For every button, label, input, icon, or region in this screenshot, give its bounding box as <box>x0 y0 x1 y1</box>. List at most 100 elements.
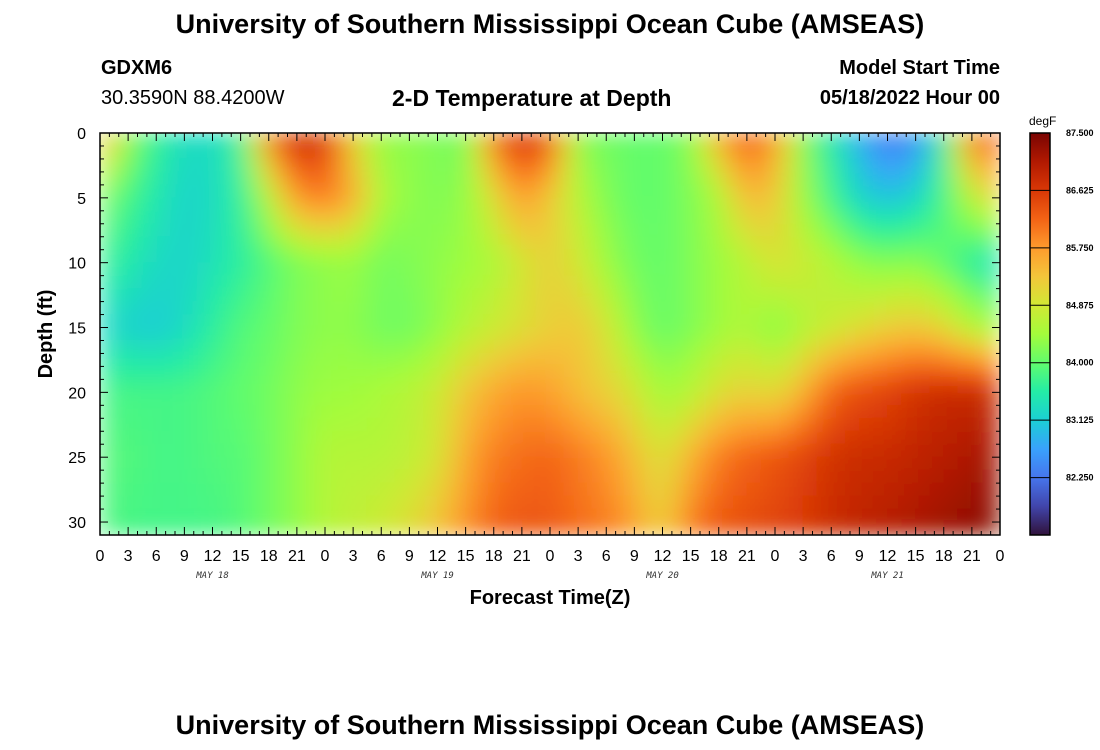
heatmap-cell <box>380 158 396 173</box>
heatmap-cell <box>676 404 692 419</box>
heatmap-cell <box>830 236 846 251</box>
heatmap-cell <box>732 508 748 523</box>
heatmap-cell <box>690 339 706 354</box>
heatmap-cell <box>240 184 256 199</box>
heatmap-cell <box>943 184 959 199</box>
heatmap-cell <box>802 223 818 238</box>
heatmap-cell <box>802 443 818 458</box>
heatmap-cell <box>169 339 185 354</box>
heatmap-cell <box>296 236 312 251</box>
heatmap-cell <box>451 443 467 458</box>
heatmap-cell <box>802 314 818 329</box>
heatmap-cell <box>324 443 340 458</box>
heatmap-cell <box>282 378 298 393</box>
heatmap-cell <box>141 482 157 497</box>
heatmap-cell <box>465 223 481 238</box>
heatmap-cell <box>310 352 326 367</box>
heatmap-cell <box>760 508 776 523</box>
heatmap-cell <box>212 249 228 264</box>
heatmap-cell <box>704 430 720 445</box>
heatmap-cell <box>971 327 987 341</box>
heatmap-cell <box>887 443 903 458</box>
heatmap-cell <box>760 133 776 147</box>
heatmap-cell <box>254 145 270 160</box>
heatmap-cell <box>872 495 888 510</box>
heatmap-cell <box>718 456 734 471</box>
heatmap-cell <box>183 197 199 212</box>
heatmap-cell <box>549 495 565 510</box>
heatmap-cell <box>212 404 228 419</box>
heatmap-cell <box>802 456 818 471</box>
heatmap-cell <box>690 352 706 367</box>
heatmap-cell <box>563 378 579 393</box>
heatmap-cell <box>338 145 354 160</box>
heatmap-cell <box>901 236 917 251</box>
heatmap-cell <box>310 184 326 199</box>
heatmap-cell <box>338 430 354 445</box>
heatmap-cell <box>830 210 846 225</box>
heatmap-cell <box>113 236 129 251</box>
heatmap-cell <box>465 469 481 484</box>
heatmap-cell <box>169 521 185 535</box>
heatmap-cell <box>732 391 748 406</box>
heatmap-cell <box>971 184 987 199</box>
heatmap-cell <box>127 184 143 199</box>
heatmap-cell <box>422 417 438 432</box>
heatmap-cell <box>971 482 987 497</box>
heatmap-cell <box>493 184 509 199</box>
x-tick-label: 15 <box>457 548 475 565</box>
heatmap-cell <box>633 210 649 225</box>
heatmap-cell <box>788 482 804 497</box>
heatmap-cell <box>760 158 776 173</box>
heatmap-cell <box>338 456 354 471</box>
heatmap-cell <box>676 197 692 212</box>
heatmap-cell <box>183 249 199 264</box>
heatmap-cell <box>887 469 903 484</box>
heatmap-cell <box>183 417 199 432</box>
heatmap-cell <box>141 171 157 186</box>
heatmap-cell <box>732 288 748 303</box>
heatmap-cell <box>127 158 143 173</box>
heatmap-cell <box>633 171 649 186</box>
heatmap-cell <box>549 456 565 471</box>
heatmap-cell <box>690 314 706 329</box>
heatmap-cell <box>479 288 495 303</box>
heatmap-cell <box>338 210 354 225</box>
heatmap-cell <box>507 482 523 497</box>
heatmap-cell <box>971 391 987 406</box>
heatmap-cell <box>816 443 832 458</box>
heatmap-cell <box>816 184 832 199</box>
y-tick-label: 25 <box>68 450 86 467</box>
heatmap-cell <box>676 339 692 354</box>
heatmap-cell <box>141 339 157 354</box>
heatmap-cell <box>985 236 1000 251</box>
heatmap-cell <box>535 133 551 147</box>
heatmap-cell <box>563 430 579 445</box>
heatmap-cell <box>465 275 481 290</box>
heatmap-cell <box>521 417 537 432</box>
heatmap-cell <box>324 482 340 497</box>
heatmap-cell <box>563 158 579 173</box>
heatmap-cell <box>788 314 804 329</box>
x-tick-label: 0 <box>96 548 105 565</box>
heatmap-cell <box>858 133 874 147</box>
heatmap-cell <box>690 301 706 316</box>
heatmap-cell <box>549 378 565 393</box>
heatmap-cell <box>380 210 396 225</box>
heatmap-cell <box>394 236 410 251</box>
heatmap-cell <box>212 508 228 523</box>
heatmap-cell <box>113 133 129 147</box>
heatmap-cell <box>901 249 917 264</box>
heatmap-cell <box>310 417 326 432</box>
heatmap-cell <box>240 365 256 380</box>
heatmap-cell <box>212 288 228 303</box>
heatmap-cell <box>394 508 410 523</box>
heatmap-cell <box>535 275 551 290</box>
heatmap-cell <box>282 508 298 523</box>
heatmap-cell <box>226 352 242 367</box>
heatmap-cell <box>282 223 298 238</box>
heatmap-cell <box>352 521 368 535</box>
heatmap-cell <box>647 469 663 484</box>
heatmap-cell <box>141 262 157 277</box>
heatmap-cell <box>366 184 382 199</box>
